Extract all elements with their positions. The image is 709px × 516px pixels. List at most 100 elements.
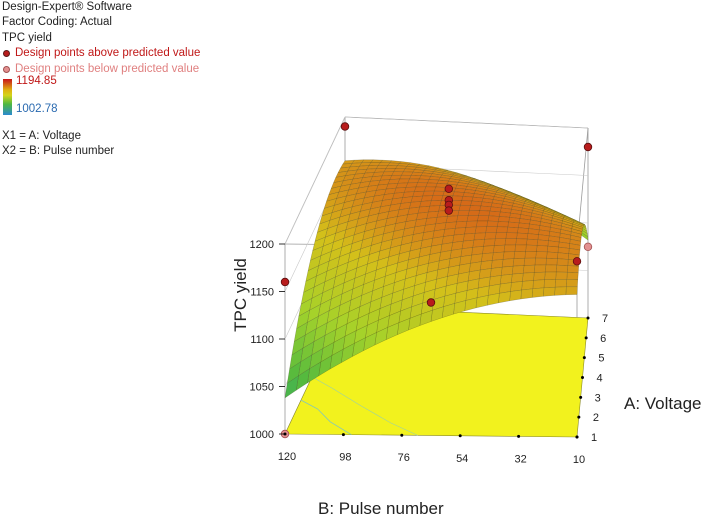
a-tick-mark bbox=[584, 336, 588, 340]
surface-cell bbox=[475, 220, 489, 228]
surface-cell bbox=[474, 226, 487, 234]
axis-ticks: 120 98 76 54 32 10 1 2 3 4 5 6 7 1000 1050 1100 1150 1200 bbox=[250, 239, 609, 466]
surface-cell bbox=[526, 233, 539, 240]
surface-cell bbox=[452, 191, 465, 197]
legend-below-label: Design points below predicted value bbox=[15, 62, 200, 75]
surface-cell bbox=[461, 196, 474, 202]
surface-cell bbox=[543, 287, 556, 297]
surface-cell bbox=[502, 251, 515, 260]
surface-cell bbox=[501, 266, 514, 276]
b-tick-label: 120 bbox=[278, 451, 296, 463]
z-tick-label: 1200 bbox=[250, 239, 274, 251]
surface-cell bbox=[422, 190, 435, 197]
surface-cell bbox=[534, 264, 547, 273]
design-point-above bbox=[583, 142, 593, 152]
surface-cell bbox=[478, 210, 491, 216]
surface-cell bbox=[469, 205, 482, 211]
surface-cell bbox=[457, 210, 470, 216]
surface-cell bbox=[511, 273, 524, 283]
surface-cell bbox=[532, 279, 545, 289]
surface-cell bbox=[456, 215, 469, 223]
surface-cell bbox=[409, 175, 422, 180]
surface-cell bbox=[472, 239, 485, 248]
surface-cell bbox=[567, 265, 579, 273]
surface-cell bbox=[513, 251, 526, 259]
floor-contour-line bbox=[300, 399, 352, 436]
surface-cell bbox=[546, 251, 559, 259]
surface-cell bbox=[484, 232, 497, 240]
a-tick-mark bbox=[581, 376, 584, 379]
surface-cell bbox=[536, 239, 549, 247]
surface-cell bbox=[495, 226, 508, 233]
surface-cell bbox=[399, 175, 412, 180]
surface-cell bbox=[432, 190, 445, 196]
response-surface bbox=[284, 159, 589, 399]
surface-cell bbox=[565, 286, 578, 295]
design-points bbox=[280, 122, 593, 439]
b-tick-mark bbox=[517, 434, 521, 438]
surface-cell bbox=[531, 287, 545, 298]
legend-above-label: Design points above predicted value bbox=[15, 47, 201, 60]
surface-cell bbox=[415, 182, 428, 188]
surface-cell bbox=[521, 280, 534, 291]
surface-cell bbox=[433, 186, 446, 192]
a-axis-title: A: Voltage bbox=[624, 394, 702, 413]
surface-cell bbox=[557, 252, 569, 260]
surface-cell bbox=[465, 220, 478, 228]
response-name-label: TPC yield bbox=[2, 31, 52, 44]
surface-cell bbox=[515, 238, 528, 246]
surface-cell bbox=[547, 245, 559, 253]
surface-cell bbox=[445, 215, 458, 223]
design-point-above bbox=[444, 206, 453, 215]
surface-cell bbox=[496, 221, 509, 228]
design-point-above bbox=[280, 277, 290, 287]
surface-cell bbox=[466, 215, 479, 222]
surface-cell bbox=[509, 289, 522, 302]
a-tick-mark bbox=[586, 316, 590, 320]
a-tick-label: 6 bbox=[600, 333, 606, 345]
surface-cell bbox=[467, 210, 480, 216]
design-point-above bbox=[444, 184, 453, 193]
surface-cell bbox=[430, 195, 444, 201]
b-tick-label: 76 bbox=[398, 452, 410, 464]
surface-cell bbox=[410, 171, 423, 176]
legend-above: Design points above predicted value bbox=[2, 46, 200, 61]
colorbar: 1194.85 1002.78 bbox=[2, 75, 200, 117]
surface-cell bbox=[479, 205, 492, 212]
surface-cell bbox=[407, 178, 420, 184]
surface-cell bbox=[483, 238, 496, 247]
surface-cell bbox=[488, 210, 501, 217]
surface-cell bbox=[554, 286, 567, 296]
surface-cell bbox=[524, 251, 537, 259]
surface-cell bbox=[402, 168, 415, 173]
x2-definition: X2 = B: Pulse number bbox=[2, 145, 115, 158]
surface-cell bbox=[566, 279, 578, 287]
surface-cell bbox=[503, 244, 516, 253]
z-axis-title: TPC yield bbox=[231, 258, 250, 332]
surface-cell bbox=[520, 288, 533, 300]
surface-cell bbox=[522, 272, 535, 282]
design-point-above bbox=[426, 298, 436, 307]
surface-cell bbox=[401, 171, 414, 176]
a-tick-mark bbox=[577, 415, 581, 419]
surface-cell bbox=[494, 232, 508, 239]
below-point-icon bbox=[3, 65, 10, 73]
a-tick-label: 5 bbox=[598, 353, 604, 365]
b-tick-mark bbox=[341, 433, 345, 437]
surface-cell bbox=[516, 232, 529, 240]
surface-cell bbox=[504, 238, 517, 246]
surface-cell bbox=[512, 258, 525, 267]
surface-cell bbox=[554, 279, 567, 288]
design-point-above bbox=[340, 122, 350, 131]
surface-cell bbox=[498, 291, 511, 304]
above-point-icon bbox=[3, 50, 10, 58]
design-point-below bbox=[583, 242, 593, 251]
back-gridline bbox=[284, 116, 589, 245]
floor-contour-line bbox=[311, 376, 418, 436]
surface-cell bbox=[544, 271, 557, 280]
surface-cell bbox=[486, 220, 499, 227]
surface-cell bbox=[284, 375, 299, 399]
surface-cell bbox=[536, 245, 548, 253]
surface-cell bbox=[477, 215, 490, 222]
